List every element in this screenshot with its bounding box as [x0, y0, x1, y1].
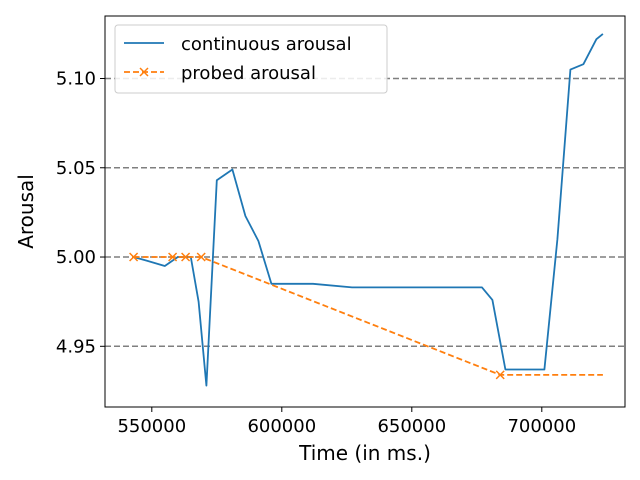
legend: continuous arousal probed arousal: [114, 24, 388, 94]
x-tick-label: 550000: [117, 416, 186, 437]
marker-stroke: [196, 252, 206, 262]
legend-marker-x: [139, 67, 149, 77]
series-line-probed: [133, 256, 603, 376]
x-axis-label: Time (in ms.): [298, 441, 431, 465]
marker-stroke: [495, 370, 505, 380]
data-point-marker: [196, 252, 206, 262]
series-line-continuous: [133, 33, 604, 387]
marker-stroke: [139, 67, 149, 77]
legend-label-continuous: continuous arousal: [181, 34, 352, 55]
plot-frame: [104, 15, 626, 408]
y-axis: 4.95 5.00 5.05 5.10: [56, 68, 105, 357]
series-layer: [129, 33, 604, 387]
x-tick-label: 600000: [247, 416, 316, 437]
x-axis: 550000 600000 650000 700000: [117, 407, 576, 437]
marker-stroke: [168, 252, 178, 262]
data-point-marker: [495, 370, 505, 380]
grid-lines: [105, 77, 625, 348]
x-tick-label: 650000: [377, 416, 446, 437]
legend-label-probed: probed arousal: [181, 63, 316, 84]
marker-stroke: [181, 252, 191, 262]
y-tick-label: 5.00: [56, 247, 96, 268]
legend-marker-probed: [139, 67, 149, 77]
data-point-marker: [168, 252, 178, 262]
y-tick-label: 5.05: [56, 158, 96, 179]
y-axis-label: Arousal: [14, 174, 38, 249]
y-tick-label: 4.95: [56, 336, 96, 357]
data-point-marker: [181, 252, 191, 262]
data-point-marker: [129, 252, 139, 262]
y-tick-label: 5.10: [56, 68, 96, 89]
legend-box: [114, 24, 388, 94]
marker-stroke: [129, 252, 139, 262]
x-tick-label: 700000: [507, 416, 576, 437]
